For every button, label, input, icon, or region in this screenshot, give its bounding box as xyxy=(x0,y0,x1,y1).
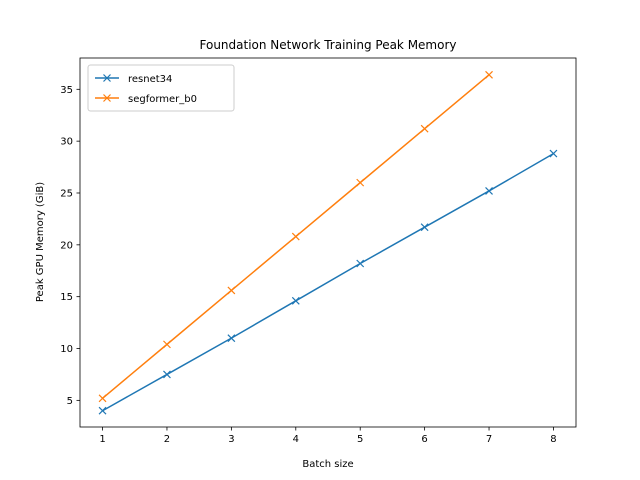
y-tick-label: 10 xyxy=(60,344,73,355)
data-point-segformer_b0 xyxy=(227,286,236,295)
x-tick-label: 7 xyxy=(486,434,492,445)
data-point-segformer_b0 xyxy=(420,124,429,133)
data-point-resnet34 xyxy=(420,223,429,232)
x-tick-label: 4 xyxy=(293,434,299,445)
y-tick-label: 25 xyxy=(60,188,73,199)
legend: resnet34 segformer_b0 xyxy=(87,64,235,112)
legend-label: segformer_b0 xyxy=(128,94,197,105)
plot-area: 1 2 3 4 5 6 7 8 5 10 15 20 25 30 35 xyxy=(60,57,577,445)
legend-label: resnet34 xyxy=(128,74,172,85)
x-axis-label: Batch size xyxy=(302,459,353,470)
x-tick-label: 2 xyxy=(164,434,170,445)
data-point-segformer_b0 xyxy=(291,232,300,241)
legend-item-segformer_b0: segformer_b0 xyxy=(95,94,197,105)
legend-item-resnet34: resnet34 xyxy=(95,74,172,85)
data-point-resnet34 xyxy=(356,259,365,268)
chart-title: Foundation Network Training Peak Memory xyxy=(200,38,457,52)
x-tick-label: 1 xyxy=(99,434,105,445)
data-point-resnet34 xyxy=(485,186,493,195)
axes-frame xyxy=(79,57,577,428)
data-point-resnet34 xyxy=(227,334,236,343)
data-point-resnet34 xyxy=(549,149,558,158)
data-point-resnet34 xyxy=(163,370,171,379)
data-point-segformer_b0 xyxy=(163,340,171,349)
y-tick-label: 30 xyxy=(60,137,73,148)
data-point-segformer_b0 xyxy=(356,178,365,187)
y-tick-label: 5 xyxy=(67,396,73,407)
y-axis-label: Peak GPU Memory (GiB) xyxy=(35,182,46,302)
x-tick-label: 8 xyxy=(550,434,556,445)
data-point-resnet34 xyxy=(291,296,300,305)
x-tick-label: 3 xyxy=(228,434,234,445)
y-tick-label: 35 xyxy=(60,85,73,96)
series-line-resnet34 xyxy=(102,152,554,412)
data-point-resnet34 xyxy=(98,406,107,415)
x-tick-label: 5 xyxy=(357,434,363,445)
data-point-segformer_b0 xyxy=(485,70,493,79)
y-tick-label: 20 xyxy=(60,240,73,251)
y-tick-label: 15 xyxy=(60,292,73,303)
legend-box xyxy=(87,64,235,112)
x-tick-label: 6 xyxy=(421,434,427,445)
data-point-segformer_b0 xyxy=(98,394,107,403)
